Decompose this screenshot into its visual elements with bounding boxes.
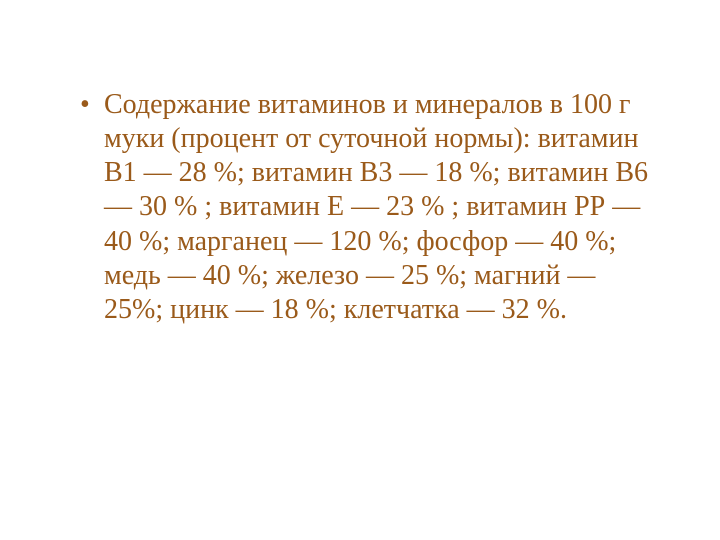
bullet-text: Содержание витаминов и минералов в 100 г… bbox=[104, 89, 648, 325]
slide-body: Содержание витаминов и минералов в 100 г… bbox=[0, 0, 720, 540]
bullet-list: Содержание витаминов и минералов в 100 г… bbox=[78, 88, 660, 327]
list-item: Содержание витаминов и минералов в 100 г… bbox=[78, 88, 660, 327]
